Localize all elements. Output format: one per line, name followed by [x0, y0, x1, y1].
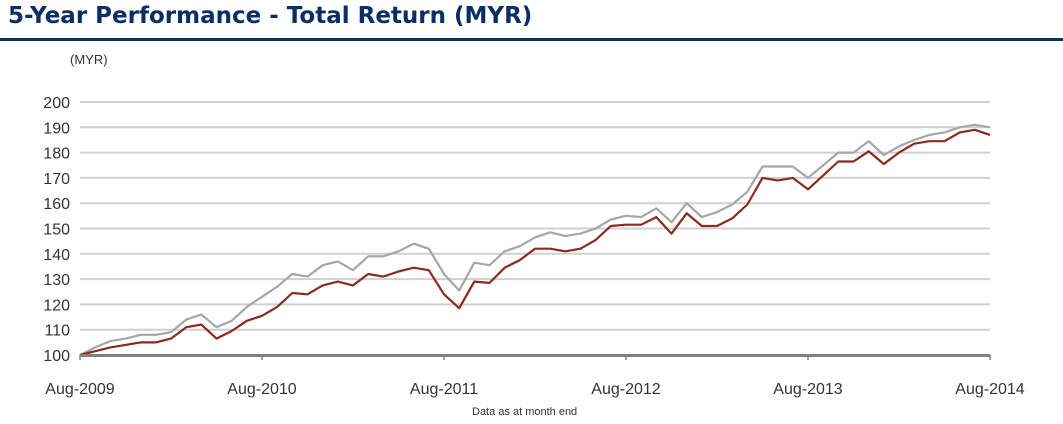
data-series: [79, 123, 991, 357]
y-axis-unit-label: (MYR): [70, 52, 108, 67]
x-tick-label: Aug-2014: [955, 381, 1024, 398]
gridlines: [80, 101, 990, 331]
data-note: Data as at month end: [472, 406, 578, 418]
y-axis-ticks: 100 110 120 130 140 150 160 170 180 190 200: [43, 95, 70, 365]
y-tick-label: 130: [43, 272, 70, 289]
y-tick-label: 110: [44, 323, 70, 340]
y-tick-label: 150: [43, 222, 70, 239]
y-tick-label: 160: [43, 196, 70, 213]
y-tick-label: 180: [43, 146, 70, 163]
series-line-1: [79, 128, 991, 357]
y-tick-label: 100: [43, 348, 70, 365]
y-tick-label: 140: [43, 247, 70, 264]
y-tick-label: 120: [43, 297, 70, 314]
chart-title: 5-Year Performance - Total Return (MYR): [8, 3, 533, 29]
x-tick-label: Aug-2010: [227, 381, 296, 398]
x-tick-label: Aug-2012: [591, 381, 660, 398]
x-tick-label: Aug-2013: [773, 381, 842, 398]
x-tick-label: Aug-2009: [45, 381, 114, 398]
x-axis: Aug-2009 Aug-2010 Aug-2011 Aug-2012 Aug-2013…: [45, 354, 1025, 398]
title-divider: [0, 38, 1063, 41]
y-tick-label: 170: [43, 171, 70, 188]
y-tick-label: 200: [43, 95, 70, 112]
series-line-0: [79, 123, 991, 356]
y-tick-label: 190: [43, 120, 70, 137]
x-tick-label: Aug-2011: [410, 381, 478, 398]
